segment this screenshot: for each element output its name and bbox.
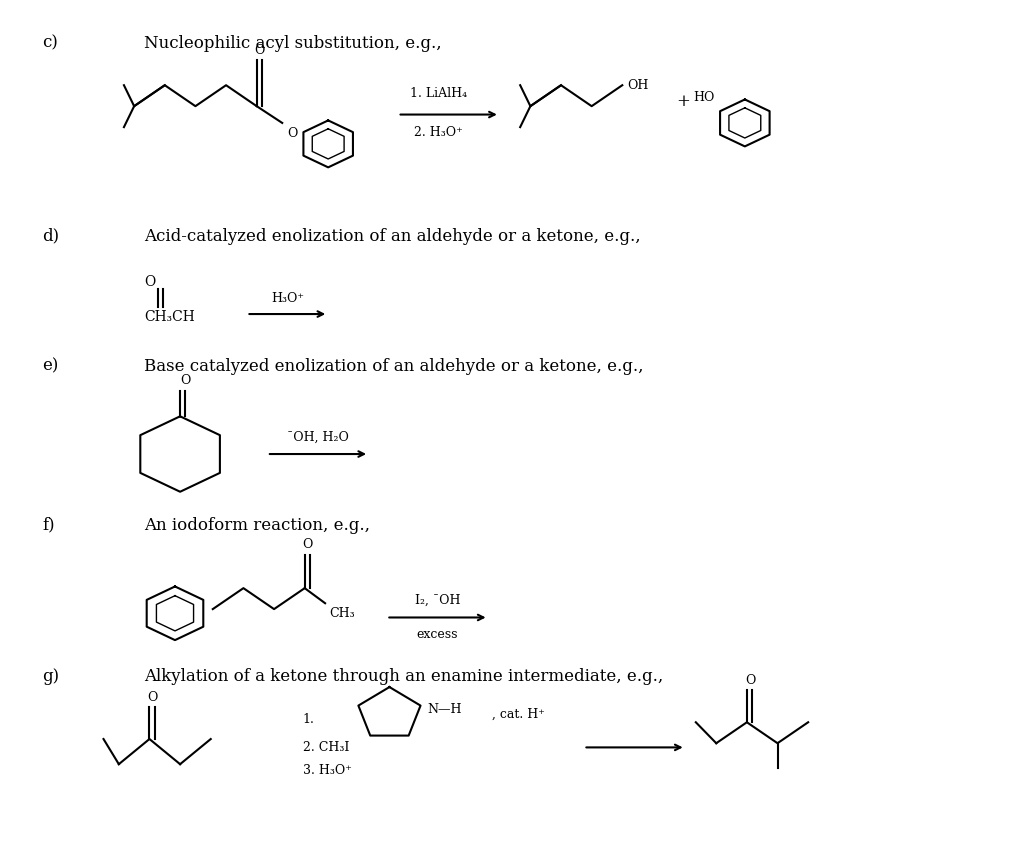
Text: Nucleophilic acyl substitution, e.g.,: Nucleophilic acyl substitution, e.g., xyxy=(144,34,442,52)
Text: ¯OH, H₂O: ¯OH, H₂O xyxy=(287,431,349,444)
Text: H₃O⁺: H₃O⁺ xyxy=(270,293,304,305)
Text: 1. LiAlH₄: 1. LiAlH₄ xyxy=(410,87,467,100)
Text: O: O xyxy=(147,690,158,704)
Text: Alkylation of a ketone through an enamine intermediate, e.g.,: Alkylation of a ketone through an enamin… xyxy=(144,668,664,685)
Text: N—H: N—H xyxy=(427,703,462,717)
Text: +: + xyxy=(677,93,690,110)
Text: O: O xyxy=(744,674,755,687)
Text: CH₃CH: CH₃CH xyxy=(144,310,196,325)
Text: excess: excess xyxy=(417,627,458,641)
Text: d): d) xyxy=(42,228,59,245)
Text: HO: HO xyxy=(693,92,714,104)
Text: I₂, ¯OH: I₂, ¯OH xyxy=(415,595,460,607)
Text: g): g) xyxy=(42,668,59,685)
Text: An iodoform reaction, e.g.,: An iodoform reaction, e.g., xyxy=(144,516,371,534)
Text: OH: OH xyxy=(628,79,649,92)
Text: 2. CH₃I: 2. CH₃I xyxy=(303,741,349,754)
Text: O: O xyxy=(255,44,265,56)
Text: O: O xyxy=(180,373,190,387)
Text: 1.: 1. xyxy=(303,713,314,727)
Text: 2. H₃O⁺: 2. H₃O⁺ xyxy=(414,126,463,140)
Text: CH₃: CH₃ xyxy=(329,607,355,621)
Text: Acid-catalyzed enolization of an aldehyde or a ketone, e.g.,: Acid-catalyzed enolization of an aldehyd… xyxy=(144,228,641,245)
Text: c): c) xyxy=(42,34,58,52)
Text: , cat. H⁺: , cat. H⁺ xyxy=(492,707,545,721)
Text: f): f) xyxy=(42,516,55,534)
Text: 3. H₃O⁺: 3. H₃O⁺ xyxy=(303,764,351,776)
Text: Base catalyzed enolization of an aldehyde or a ketone, e.g.,: Base catalyzed enolization of an aldehyd… xyxy=(144,357,644,374)
Text: e): e) xyxy=(42,357,58,374)
Text: O: O xyxy=(302,538,313,551)
Text: O: O xyxy=(288,127,298,140)
Text: O: O xyxy=(144,275,156,289)
